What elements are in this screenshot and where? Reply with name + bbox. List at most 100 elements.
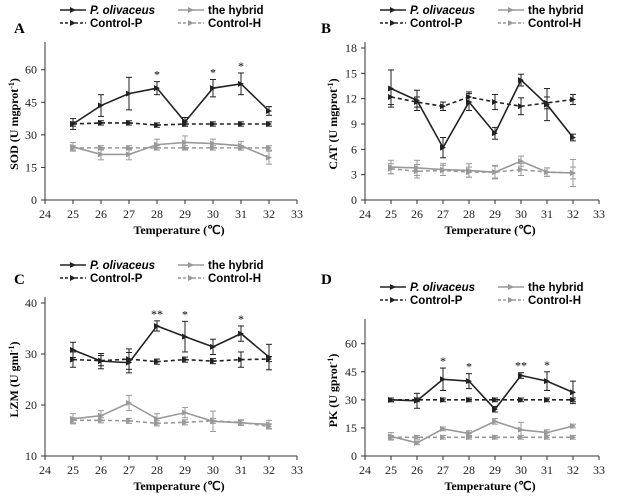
data-point — [466, 396, 472, 403]
data-point — [154, 122, 160, 129]
legend-label: P. olivaceus — [90, 260, 155, 272]
series-line — [390, 96, 574, 108]
legend-marker — [508, 297, 514, 303]
y-axis-label-superscript: -1 — [7, 82, 16, 89]
legend-label: Control-P — [90, 273, 143, 285]
data-point — [414, 99, 420, 106]
panel-d: D 24 25 26 27 28 29 30 31 32 33 0 15 30 45 60 Temperatur… — [321, 272, 605, 493]
data-point — [492, 99, 498, 106]
legend-marker — [70, 275, 76, 281]
series-the-hybrid — [70, 394, 272, 433]
data-point — [154, 420, 160, 427]
series-p-olivaceus — [70, 320, 272, 374]
y-tick-label: 0 — [351, 193, 357, 207]
series-control-p — [70, 348, 272, 370]
y-axis-label-superscript: -1 — [7, 346, 16, 353]
x-tick-label: 28 — [463, 463, 475, 477]
data-point — [210, 140, 216, 147]
series-line — [390, 78, 574, 150]
data-point — [440, 144, 446, 151]
data-point — [182, 409, 188, 416]
data-point — [70, 144, 76, 151]
y-axis-label: CAT (U mgprot-1) — [326, 78, 340, 169]
x-tick-label: 26 — [95, 463, 107, 477]
y-axis-label: LZM (U gml-1) — [7, 342, 21, 418]
x-tick-label: 31 — [541, 463, 553, 477]
data-point — [518, 426, 524, 433]
data-point — [70, 346, 76, 353]
significance-marker: ** — [151, 307, 163, 321]
series-control-p — [388, 88, 576, 116]
data-point — [466, 434, 472, 441]
x-tick-label: 24 — [359, 463, 371, 477]
data-point — [544, 99, 550, 106]
data-point — [440, 434, 446, 441]
legend-marker — [390, 297, 396, 303]
data-point — [238, 330, 244, 337]
data-point — [154, 144, 160, 151]
y-axis-label-close: ) — [326, 78, 340, 82]
x-tick-label: 32 — [263, 463, 275, 477]
data-point — [70, 417, 76, 424]
data-point — [440, 167, 446, 174]
data-point — [466, 378, 472, 385]
legend-label: P. olivaceus — [410, 282, 475, 294]
series-line — [390, 374, 574, 411]
y-axis-label-superscript: -1 — [326, 358, 335, 365]
y-axis-label-main: LZM (U gml — [7, 352, 21, 418]
series-the-hybrid — [388, 418, 576, 446]
data-point — [98, 151, 104, 158]
data-point — [544, 434, 550, 441]
data-point — [182, 121, 188, 127]
data-point — [210, 417, 216, 424]
data-point — [182, 356, 188, 363]
data-point — [492, 418, 498, 425]
x-tick-label: 26 — [411, 207, 423, 221]
significance-marker: * — [238, 59, 244, 73]
x-tick-label: 27 — [123, 207, 135, 221]
legend-marker — [390, 284, 396, 290]
x-axis-label: Temperature (℃) — [133, 479, 224, 493]
panel-b: B 24 25 26 27 28 29 30 31 32 33 0 3 6 9 12 15 18 Temperatu… — [321, 5, 605, 237]
x-tick-label: 30 — [207, 463, 219, 477]
legend-label: the hybrid — [528, 282, 584, 294]
data-point — [414, 396, 420, 403]
data-point — [544, 169, 550, 176]
x-tick-label: 29 — [179, 463, 191, 477]
y-tick-label: 15 — [345, 66, 357, 80]
panel-a: A 24 25 26 27 28 29 30 31 32 33 0 15 30 45 60 Temperatur… — [7, 5, 303, 237]
legend-label: Control-H — [208, 273, 261, 285]
data-point — [388, 165, 394, 172]
x-tick-label: 27 — [437, 463, 449, 477]
legend-marker — [188, 262, 194, 268]
series-control-p — [388, 396, 576, 403]
series-p-olivaceus — [388, 69, 576, 159]
data-point — [570, 434, 576, 441]
data-point — [388, 85, 394, 92]
significance-marker: * — [466, 360, 472, 374]
series-line — [72, 324, 270, 364]
x-axis-label: Temperature (℃) — [444, 223, 535, 237]
legend-marker — [70, 262, 76, 268]
x-tick-label: 27 — [123, 463, 135, 477]
data-point — [570, 169, 576, 176]
y-tick-label: 30 — [25, 347, 37, 361]
data-point — [266, 423, 272, 430]
data-point — [98, 102, 104, 109]
data-point — [154, 85, 160, 92]
data-point — [126, 399, 132, 406]
legend-marker — [188, 7, 194, 13]
legend-marker — [70, 7, 76, 13]
x-tick-label: 29 — [489, 463, 501, 477]
x-tick-label: 32 — [263, 207, 275, 221]
y-axis-label-close: ) — [326, 354, 340, 358]
data-point — [182, 419, 188, 426]
data-point — [518, 396, 524, 403]
data-point — [210, 343, 216, 350]
y-tick-label: 60 — [25, 63, 37, 77]
series-line — [72, 82, 270, 125]
data-point — [98, 144, 104, 151]
significance-marker: * — [182, 307, 188, 321]
legend-marker — [70, 20, 76, 26]
